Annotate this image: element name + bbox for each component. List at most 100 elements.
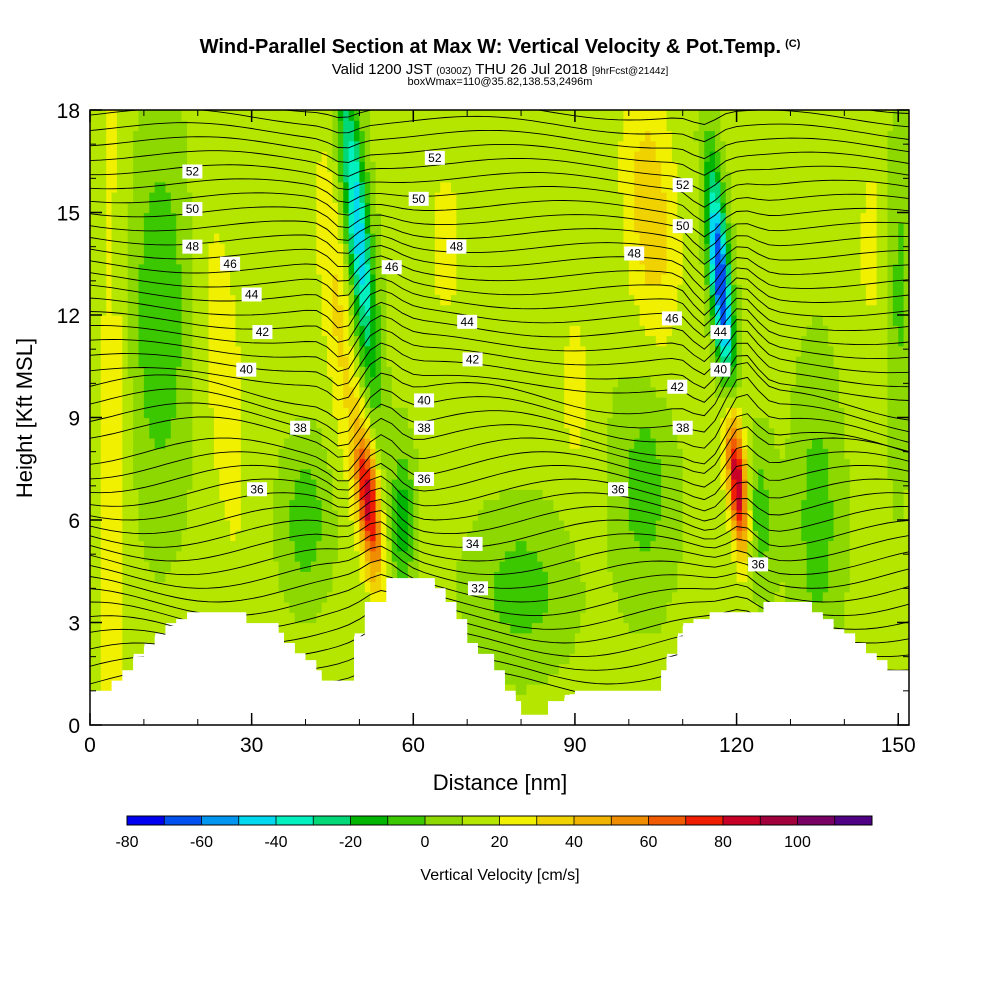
theta-contour-label: 42 — [667, 379, 688, 394]
colorbar-swatch — [313, 816, 351, 825]
theta-contour-line — [90, 362, 909, 421]
colorbar-swatch — [834, 816, 873, 825]
theta-contour-line — [90, 315, 909, 363]
x-tick-label: 90 — [563, 734, 586, 757]
theta-contour-line — [90, 328, 909, 376]
theta-contour-line — [90, 255, 909, 305]
theta-contour-line — [90, 533, 909, 576]
theta-contour-label: 46 — [661, 311, 682, 326]
terrain-profile — [90, 578, 909, 725]
theta-contour-line — [90, 413, 909, 465]
box-info: boxWmax=110@35.82,138.53,2496m — [407, 76, 593, 88]
forecast-info: [9hrFcst@2144z] — [591, 66, 669, 77]
theta-contour-label: 50 — [672, 219, 693, 234]
theta-contour-line — [90, 376, 909, 435]
chart-title: Wind-Parallel Section at Max W: Vertical… — [0, 36, 1000, 59]
colorbar-swatch — [536, 816, 575, 825]
theta-contour-line — [90, 445, 909, 488]
theta-contour-label: 40 — [236, 362, 257, 377]
theta-contour-line — [90, 245, 909, 292]
y-axis-label: Height [Kft MSL] — [12, 338, 37, 498]
theta-contour-line — [90, 301, 909, 350]
colorbar-tick-label: -60 — [190, 834, 213, 851]
x-axis-label: Distance [nm] — [433, 770, 568, 795]
theta-contour-label: 40 — [710, 362, 731, 377]
x-tick-label: 150 — [881, 734, 916, 757]
x-tick-label: 30 — [240, 734, 263, 757]
colorbar-swatch — [499, 816, 538, 825]
colorbar-swatch — [238, 816, 277, 825]
theta-contour-line — [90, 192, 909, 238]
terrain — [90, 578, 909, 725]
y-tick-label: 3 — [68, 613, 80, 636]
theta-contour-label: 46 — [220, 256, 241, 271]
theta-contour-line — [90, 289, 909, 338]
theta-contour-label: 34 — [462, 536, 483, 551]
y-tick-label: 9 — [68, 408, 80, 431]
vertical-velocity-field — [90, 110, 909, 716]
theta-contour-line — [90, 122, 909, 160]
theta-contour-label: 40 — [414, 393, 435, 408]
colorbar-swatch — [574, 816, 612, 825]
x-tick-label: 120 — [719, 734, 754, 757]
theta-contour-label: 48 — [182, 239, 203, 254]
theta-contour-line — [90, 110, 909, 143]
theta-contour-label: 38 — [672, 420, 693, 435]
colorbar-swatch — [350, 816, 389, 825]
theta-contour-line — [90, 498, 909, 535]
y-tick-label: 12 — [57, 305, 80, 328]
theta-contour-label: 36 — [608, 482, 629, 497]
chart-title-text: Wind-Parallel Section at Max W: Vertical… — [199, 36, 782, 58]
colorbar-swatch — [164, 816, 202, 825]
theta-contour-line — [90, 178, 909, 223]
theta-contour-line — [90, 206, 909, 252]
colorbar-swatch — [723, 816, 761, 825]
theta-contour-label: 52 — [672, 178, 693, 193]
theta-contour-line — [90, 266, 909, 316]
colorbar-swatch — [276, 816, 314, 825]
valid-utc: (0300Z) — [436, 66, 472, 77]
valid-date: THU 26 Jul 2018 — [475, 61, 588, 78]
theta-contour-line — [90, 164, 909, 208]
colorbar-tick-label: 100 — [784, 834, 811, 851]
y-tick-label: 15 — [57, 203, 80, 226]
theta-contour-line — [90, 355, 909, 403]
theta-contour-label: 42 — [252, 325, 273, 340]
theta-contour-label: 42 — [462, 352, 483, 367]
y-tick-label: 18 — [57, 100, 80, 123]
theta-contour-line — [865, 110, 909, 114]
y-tick-label: 0 — [68, 715, 80, 738]
colorbar-swatch — [201, 816, 240, 825]
colorbar-tick-label: 0 — [421, 834, 430, 851]
theta-contour-label: 38 — [414, 420, 435, 435]
theta-contour-line — [90, 220, 909, 265]
colorbar-tick-label: 60 — [640, 834, 658, 851]
colorbar-swatch — [685, 816, 724, 825]
colorbar-swatch — [387, 816, 426, 825]
x-tick-label: 60 — [402, 734, 425, 757]
theta-contour-line — [90, 150, 909, 193]
theta-contour-line — [90, 393, 909, 449]
colorbar-swatch — [648, 816, 687, 825]
theta-contour-label: 44 — [710, 325, 731, 340]
theta-contour-line — [90, 521, 909, 562]
y-tick-label: 6 — [68, 510, 80, 533]
colorbar-tick-label: -20 — [339, 834, 362, 851]
chart-subtitle: Valid 1200 JST (0300Z) THU 26 Jul 2018 [… — [0, 61, 1000, 78]
theta-contour-line — [90, 426, 909, 474]
colorbar-title: Vertical Velocity [cm/s] — [420, 867, 579, 884]
colorbar-tick-label: 80 — [714, 834, 732, 851]
theta-contour-label: 48 — [446, 239, 467, 254]
theta-contour-labels: 52 50 48 46 44 42 40 38 36 52 50 46 48 44 42 40 38 36 34 32… — [182, 150, 769, 596]
colorbar-tick-label: 40 — [565, 834, 583, 851]
theta-contour-label: 46 — [381, 260, 402, 275]
theta-contour-label: 36 — [247, 482, 268, 497]
colorbar-swatch — [425, 816, 463, 825]
theta-contour-label: 52 — [182, 164, 203, 179]
theta-contour-label: 50 — [182, 202, 203, 217]
copyright-mark: (C) — [785, 38, 801, 50]
x-tick-label: 0 — [84, 734, 96, 757]
colorbar-swatch — [760, 816, 798, 825]
